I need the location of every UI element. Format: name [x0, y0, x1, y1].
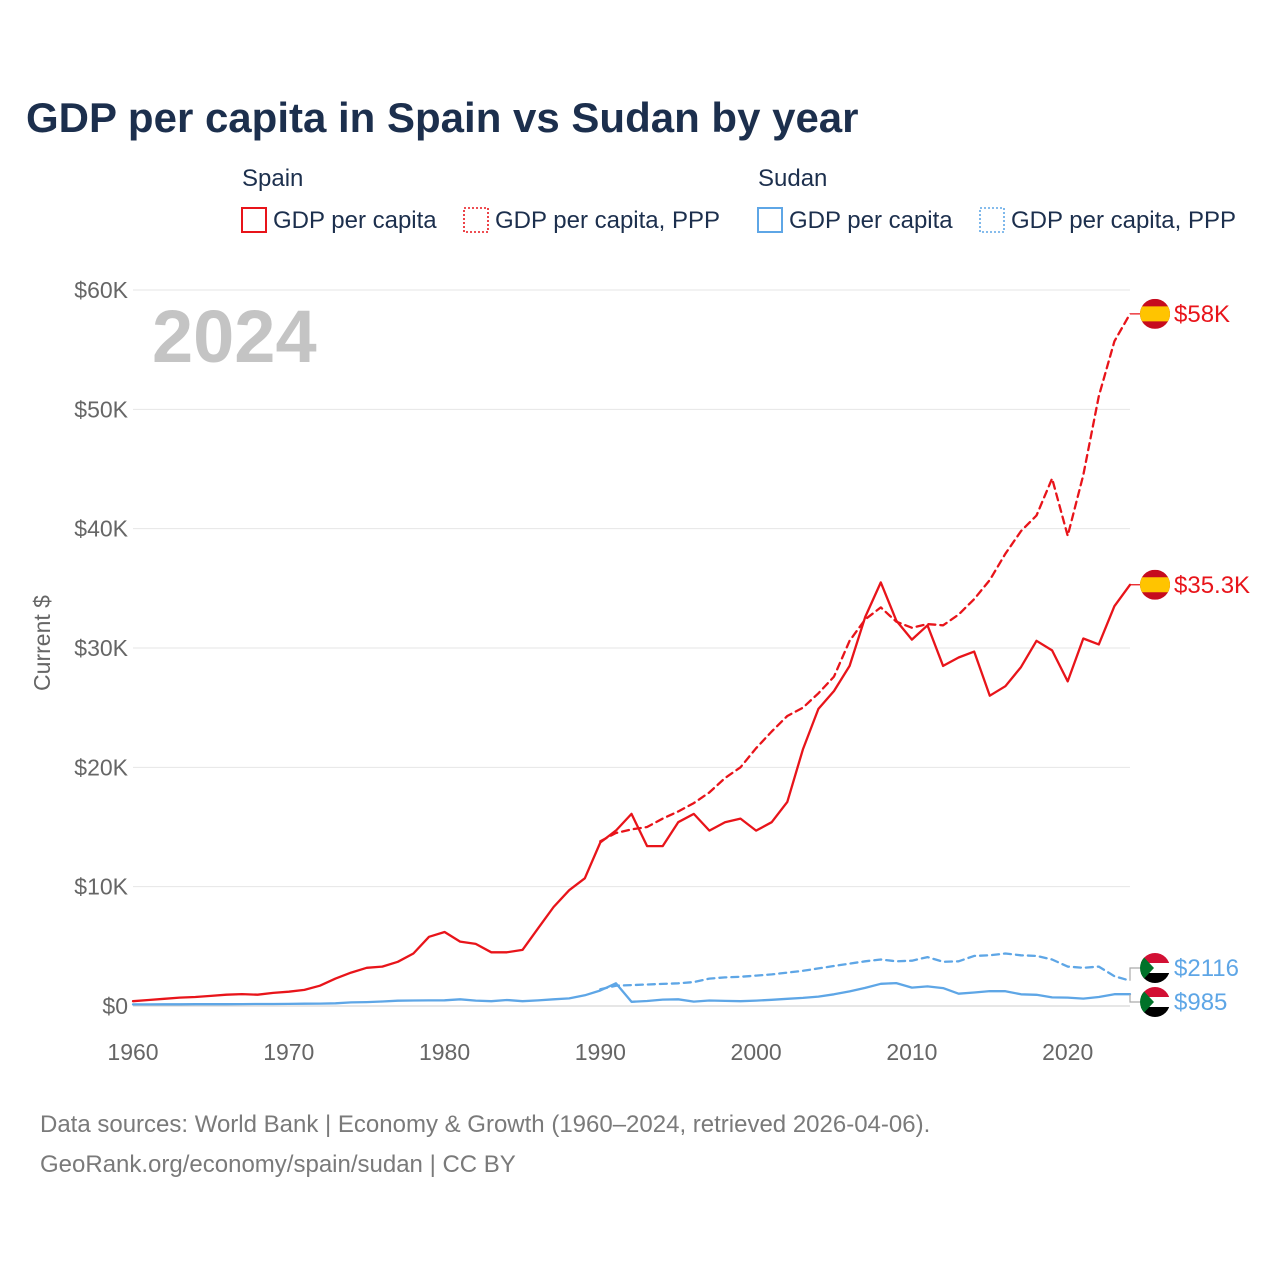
end-value-label: $985	[1174, 989, 1227, 1016]
legend-item-label: GDP per capita	[273, 207, 437, 234]
x-tick-label: 1990	[575, 1039, 626, 1065]
flag-fill	[1140, 569, 1170, 600]
y-tick-label: $30K	[74, 635, 128, 661]
series-line-spain-gdp-per-capita	[131, 581, 1132, 1003]
end-value-label: $2116	[1174, 955, 1239, 982]
y-tick-label: $0	[102, 993, 128, 1019]
flag-triangle-green	[1140, 987, 1154, 1017]
flag-stripe-yellow	[1140, 306, 1170, 322]
x-tick-label: 1970	[263, 1039, 314, 1065]
end-label-connector	[1129, 994, 1141, 1003]
y-tick-label: $40K	[74, 516, 128, 542]
legend-swatch	[979, 207, 1005, 233]
flag-fill	[1140, 298, 1170, 329]
end-label-connector	[1129, 967, 1141, 981]
flag-fill	[1140, 953, 1170, 983]
series-line-sudan-gdp-per-capita-ppp	[599, 952, 1132, 991]
legend-swatch	[463, 207, 489, 233]
spain-flag-icon	[1140, 298, 1170, 329]
chart-title: GDP per capita in Spain vs Sudan by year	[26, 94, 859, 141]
y-tick-label: $50K	[74, 396, 128, 422]
flag-stripe-black	[1140, 973, 1170, 983]
y-tick-label: $60K	[74, 277, 128, 303]
end-value-label: $35.3K	[1174, 572, 1250, 599]
x-tick-label: 1980	[419, 1039, 470, 1065]
x-tick-label: 1960	[107, 1039, 158, 1065]
flag-stripe-red	[1140, 953, 1170, 963]
legend-item-label: GDP per capita	[789, 207, 953, 234]
flag-stripe-white	[1140, 963, 1170, 973]
y-tick-label: $10K	[74, 874, 128, 900]
year-watermark: 2024	[152, 295, 317, 378]
x-tick-label: 2020	[1042, 1039, 1093, 1065]
y-axis-label: Current $	[29, 595, 55, 691]
legend-group-sudan: Sudan	[758, 165, 827, 192]
flag-stripe-yellow	[1140, 577, 1170, 593]
source-line-1: Data sources: World Bank | Economy & Gro…	[40, 1111, 930, 1138]
x-tick-label: 2000	[731, 1039, 782, 1065]
legend-swatch	[241, 207, 267, 233]
source-line-2: GeoRank.org/economy/spain/sudan | CC BY	[40, 1151, 516, 1178]
legend-swatch	[757, 207, 783, 233]
legend-item-label: GDP per capita, PPP	[495, 207, 720, 234]
legend-group-spain: Spain	[242, 165, 303, 192]
legend-item-label: GDP per capita, PPP	[1011, 207, 1236, 234]
x-tick-label: 2010	[886, 1039, 937, 1065]
spain-flag-icon	[1140, 569, 1170, 600]
y-tick-label: $20K	[74, 754, 128, 780]
y-axis-ticks: $0 $10K $20K $30K $40K $50K $60K	[74, 277, 128, 1019]
x-axis-ticks: 1960 1970 1980 1990 2000 2010 2020	[107, 1039, 1093, 1065]
end-value-label: $58K	[1174, 301, 1230, 328]
gridlines	[133, 289, 1130, 1007]
sudan-flag-icon	[1140, 987, 1170, 1017]
series-line-sudan-gdp-per-capita	[131, 981, 1132, 1006]
flag-stripe-white	[1140, 997, 1170, 1007]
flag-triangle-green	[1140, 953, 1154, 983]
series-line-spain-gdp-per-capita-ppp	[599, 312, 1132, 843]
flag-stripe-red	[1140, 987, 1170, 997]
flag-stripe-black	[1140, 1007, 1170, 1017]
sudan-flag-icon	[1140, 953, 1170, 983]
flag-fill	[1140, 987, 1170, 1017]
end-labels: $58K $35.3K $2116 $985	[1129, 298, 1250, 1017]
legend: Spain GDP per capita GDP per capita, PPP Su…	[241, 165, 1236, 234]
series-lines	[131, 312, 1132, 1006]
